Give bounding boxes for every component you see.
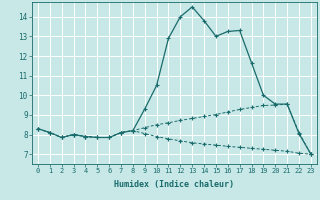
X-axis label: Humidex (Indice chaleur): Humidex (Indice chaleur) [115, 180, 234, 189]
